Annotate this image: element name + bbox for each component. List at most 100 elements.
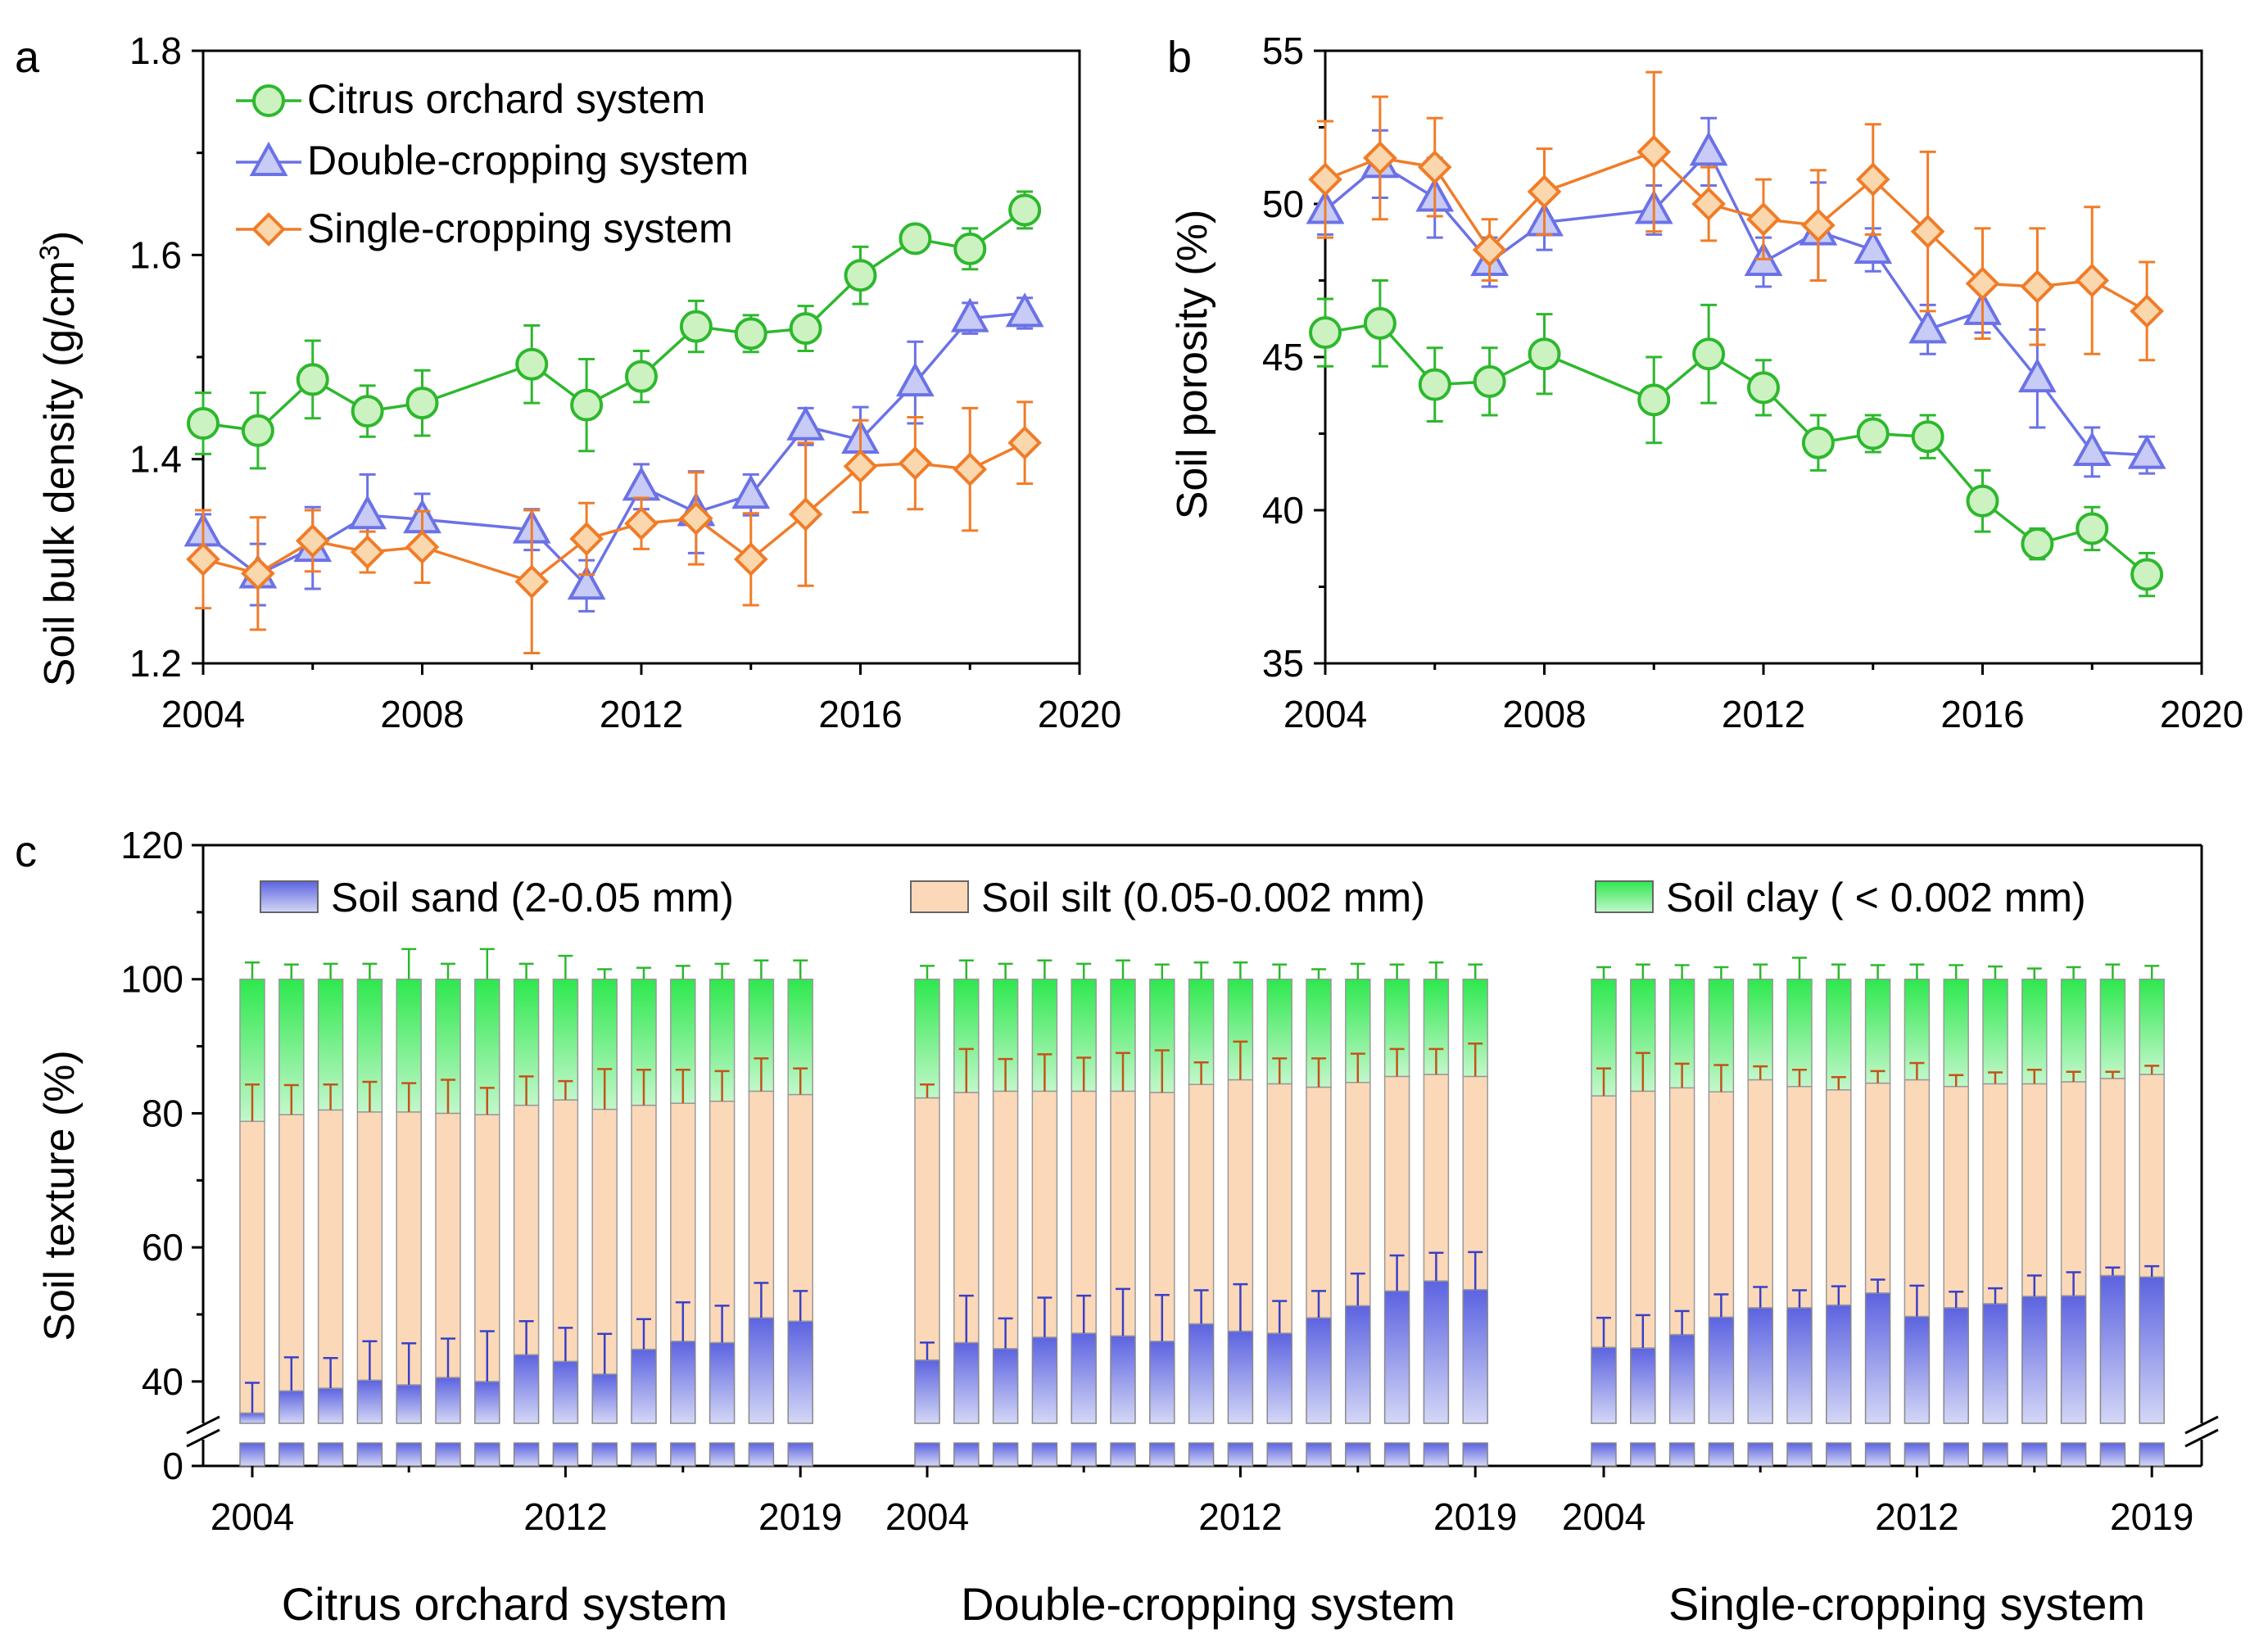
bar-sand <box>1630 1347 1656 1424</box>
bar-clay <box>1982 978 2008 1085</box>
legend-label-clay: Soil clay ( < 0.002 mm) <box>1666 875 2086 920</box>
bar-clay <box>552 978 579 1101</box>
bar-sand <box>1982 1303 2008 1424</box>
x-tick-label: 2012 <box>1198 1495 1282 1538</box>
y-tick-label: 35 <box>1262 642 1304 685</box>
data-point-single <box>1308 162 1342 197</box>
bar-sand-lower <box>396 1442 422 1467</box>
data-point-single <box>514 564 550 599</box>
bar-sand-lower <box>708 1442 736 1467</box>
panel-c-legend: Soil sand (2-0.05 mm) Soil silt (0.05-0.… <box>260 875 2086 920</box>
x-tick-label: 2004 <box>1562 1495 1646 1538</box>
data-point-double <box>1005 292 1044 328</box>
bar-silt <box>317 1109 344 1389</box>
data-point-citrus <box>625 360 658 393</box>
bar-sand-lower <box>1188 1442 1215 1467</box>
data-point-citrus <box>2076 512 2109 545</box>
data-point-citrus <box>1801 426 1835 459</box>
bar-sand <box>670 1341 696 1424</box>
data-point-citrus <box>679 310 713 343</box>
bar-sand-lower <box>1423 1442 1450 1467</box>
bar-clay <box>2099 978 2126 1079</box>
legend-label-double: Double-cropping system <box>307 138 749 183</box>
data-point-single <box>1746 201 1781 237</box>
data-point-single <box>733 542 768 577</box>
bar-sand-lower <box>278 1442 305 1467</box>
data-point-citrus <box>2021 527 2054 561</box>
bar-sand <box>591 1373 618 1424</box>
x-tick-label: 2012 <box>1722 693 1805 735</box>
data-point-single <box>1527 174 1562 209</box>
bar-sand-lower <box>1031 1442 1058 1467</box>
data-point-double <box>2127 434 2166 469</box>
bar-sand <box>1266 1332 1292 1424</box>
legend-swatch-sand <box>260 880 319 913</box>
x-tick-label: 2012 <box>523 1495 607 1538</box>
bar-silt <box>1071 1090 1097 1334</box>
bar-clay <box>914 978 940 1099</box>
bar-silt <box>435 1112 461 1378</box>
data-point-single <box>1472 233 1507 267</box>
data-point-single <box>1417 150 1452 184</box>
axis-break-mark <box>2184 1415 2219 1435</box>
bar-sand <box>748 1317 775 1424</box>
x-tick-label: 2020 <box>2160 693 2243 735</box>
data-point-single <box>953 452 988 486</box>
bar-silt <box>914 1097 940 1361</box>
bar-sand-lower <box>552 1442 579 1467</box>
bar-sand-lower <box>1668 1442 1695 1467</box>
bar-silt <box>992 1090 1019 1350</box>
data-point-citrus <box>187 407 220 441</box>
panel-b-ylabel: Soil porosity (%) <box>1169 210 1216 520</box>
bar-silt <box>1423 1074 1450 1282</box>
y-tick-label: 1.2 <box>129 642 182 685</box>
bar-sand <box>1383 1290 1410 1424</box>
bar-sand <box>1904 1315 1931 1424</box>
data-point-single <box>2020 269 2055 304</box>
data-point-double <box>1689 131 1728 166</box>
system-label-citrus: Citrus orchard system <box>282 1578 728 1630</box>
bar-silt <box>513 1104 540 1355</box>
panel-a-ylabel-sup: 3 <box>34 245 66 260</box>
data-point-single <box>350 535 385 569</box>
y-tick-label: 0 <box>162 1445 183 1487</box>
data-point-citrus <box>405 387 439 420</box>
panel-a-ylabel-end: ) <box>36 231 84 245</box>
bar-silt <box>2060 1081 2087 1296</box>
data-point-citrus <box>953 232 987 265</box>
bar-silt <box>1904 1079 1931 1318</box>
bar-silt <box>1306 1086 1332 1319</box>
bar-sand-lower <box>1591 1442 1617 1467</box>
x-tick-label: 2012 <box>1875 1495 1958 1538</box>
data-point-citrus <box>1528 337 1561 371</box>
data-point-single <box>1007 425 1042 460</box>
bar-sand <box>1826 1304 1852 1424</box>
x-tick-label: 2020 <box>1038 693 1121 735</box>
data-point-single <box>1801 208 1836 243</box>
legend-label-silt: Soil silt (0.05-0.002 mm) <box>981 875 1425 920</box>
data-point-citrus <box>899 222 932 256</box>
system-label-single: Single-cropping system <box>1668 1578 2145 1630</box>
data-point-single <box>405 530 440 564</box>
bar-silt <box>1826 1089 1852 1306</box>
data-point-citrus <box>1309 316 1342 350</box>
bar-sand <box>435 1377 461 1424</box>
bar-silt <box>1708 1091 1735 1319</box>
bar-sand-lower <box>356 1442 383 1467</box>
data-point-double <box>1854 228 1893 265</box>
data-point-single <box>1965 266 2000 301</box>
bar-clay <box>1747 978 1773 1081</box>
bar-sand-lower <box>1747 1442 1773 1467</box>
data-point-double <box>895 362 935 397</box>
bar-sand <box>1149 1341 1175 1424</box>
data-point-single <box>2130 294 2164 328</box>
y-tick-label: 40 <box>142 1360 183 1403</box>
bar-silt <box>1786 1085 1813 1309</box>
bar-sand <box>474 1381 500 1424</box>
legend-marker-single <box>251 212 286 247</box>
data-point-citrus <box>2130 558 2164 591</box>
y-tick-label: 1.8 <box>129 29 182 72</box>
bar-sand-lower <box>2060 1442 2087 1467</box>
bar-sand-lower <box>1071 1442 1097 1467</box>
bar-silt <box>2021 1083 2048 1297</box>
